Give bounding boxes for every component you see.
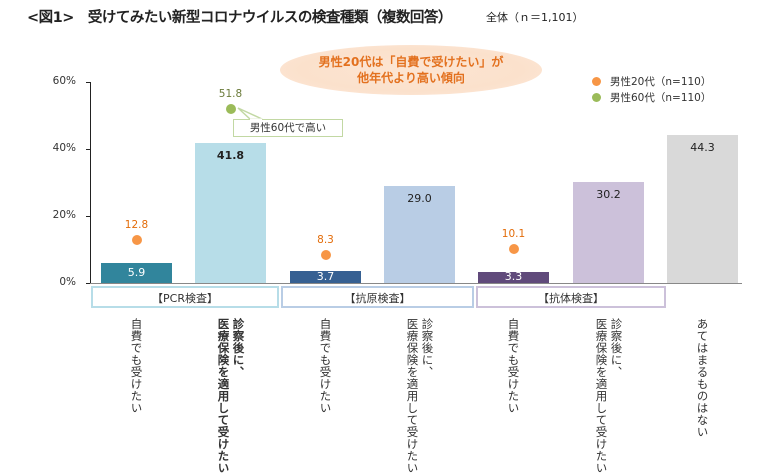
data-point-label: 51.8 xyxy=(218,88,243,101)
chart-title: <図1> 受けてみたい新型コロナウイルスの検査種類（複数回答） xyxy=(27,10,452,26)
x-category-label: 自費でも受けたい xyxy=(506,318,521,414)
y-tick-label: 20% xyxy=(52,209,76,221)
data-point xyxy=(320,250,331,261)
legend: 男性20代（n=110） 男性60代（n=110） xyxy=(592,73,711,105)
y-tick-label: 60% xyxy=(52,75,76,87)
y-tick-label: 0% xyxy=(59,276,76,288)
bar-value-label: 29.0 xyxy=(407,191,432,205)
data-point xyxy=(225,104,236,115)
callout-pointer-shape xyxy=(237,107,263,120)
x-category-label: あてはまるものはない xyxy=(695,318,710,438)
highlight-bubble: 男性20代は「自費で受けたい」が 他年代より高い傾向 xyxy=(280,45,542,95)
data-point-label: 8.3 xyxy=(317,234,334,247)
bar-value-label: 3.7 xyxy=(316,269,335,283)
bar xyxy=(195,142,266,283)
x-category-label: 自費でも受けたい xyxy=(129,318,144,414)
legend-marker-icon xyxy=(592,92,601,102)
y-tick-mark xyxy=(86,283,90,284)
x-category-label: 診察後に、 医療保険を適用して受けたい xyxy=(216,318,246,474)
x-category-label: 診察後に、 医療保険を適用して受けたい xyxy=(594,318,624,474)
group-antibody: 【抗体検査】 xyxy=(476,286,666,308)
bar-value-label: 44.3 xyxy=(690,140,715,154)
x-category-label: 診察後に、 医療保険を適用して受けたい xyxy=(405,318,435,474)
x-axis xyxy=(90,283,742,284)
bar-value-label: 41.8 xyxy=(216,148,245,162)
legend-marker-icon xyxy=(592,76,601,86)
bar xyxy=(384,185,455,283)
legend-item-male-20s: 男性20代（n=110） xyxy=(592,73,711,89)
y-axis xyxy=(90,82,91,283)
bar xyxy=(573,181,644,283)
bar-value-label: 5.9 xyxy=(127,266,146,280)
bar xyxy=(101,263,172,283)
y-tick-label: 40% xyxy=(52,142,76,154)
legend-label: 男性20代（n=110） xyxy=(610,75,712,88)
x-category-label: 自費でも受けたい xyxy=(318,318,333,414)
callout-male-60s: 男性60代で高い xyxy=(233,119,343,137)
data-point-label: 10.1 xyxy=(501,228,526,241)
chart-subtitle: 全体（ｎ＝1,101） xyxy=(486,11,584,24)
y-tick-mark xyxy=(86,82,90,83)
data-point xyxy=(131,235,142,246)
data-point-label: 12.8 xyxy=(124,219,149,232)
bar xyxy=(478,271,549,283)
group-pcr: 【PCR検査】 xyxy=(91,286,279,308)
legend-item-male-60s: 男性60代（n=110） xyxy=(592,89,711,105)
legend-label: 男性60代（n=110） xyxy=(610,91,712,104)
bar xyxy=(667,134,738,283)
highlight-line-2: 他年代より高い傾向 xyxy=(357,71,465,85)
y-tick-mark xyxy=(86,149,90,150)
bar xyxy=(290,270,361,283)
y-tick-mark xyxy=(86,216,90,217)
bar-value-label: 3.3 xyxy=(504,270,523,284)
group-antigen: 【抗原検査】 xyxy=(281,286,474,308)
data-point xyxy=(508,244,519,255)
bar-value-label: 30.2 xyxy=(596,187,621,201)
highlight-line-1: 男性20代は「自費で受けたい」が xyxy=(318,55,504,69)
